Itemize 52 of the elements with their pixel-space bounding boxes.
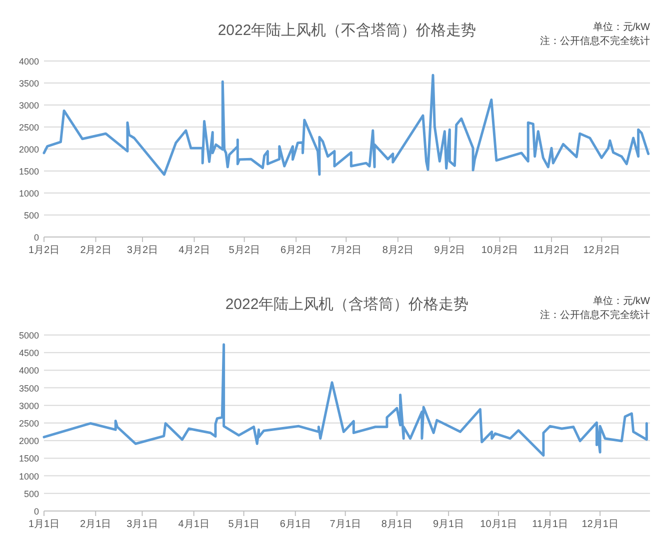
y-tick-label: 4500	[18, 348, 39, 358]
y-tick-label: 4000	[18, 56, 39, 66]
y-tick-label: 500	[24, 210, 39, 220]
x-tick-label: 2月2日	[80, 245, 112, 256]
y-tick-label: 2500	[18, 122, 39, 132]
y-tick-label: 1000	[18, 471, 39, 482]
x-tick-label: 10月2日	[481, 245, 518, 256]
y-tick-label: 2000	[18, 436, 39, 446]
chart-title: 2022年陆上风机（不含塔筒）价格走势	[218, 22, 476, 39]
y-tick-label: 0	[34, 506, 39, 516]
chart-title: 2022年陆上风机（含塔筒）价格走势	[225, 296, 469, 313]
y-tick-label: 5000	[18, 330, 39, 340]
x-tick-label: 9月2日	[434, 245, 466, 256]
y-tick-label: 2000	[18, 144, 39, 154]
line-series	[42, 74, 650, 176]
x-tick-label: 8月2日	[382, 245, 414, 256]
text: 注：公开信息不完全统计	[540, 35, 650, 47]
y-tick-label: 500	[24, 488, 39, 499]
y-tick-label: 3500	[18, 78, 39, 88]
line-series	[42, 343, 648, 457]
x-tick-label: 1月2日	[28, 245, 60, 256]
text: 单位：元/kW	[592, 295, 651, 307]
x-tick-label: 11月2日	[534, 245, 570, 256]
x-tick-label: 2月1日	[80, 519, 112, 530]
y-tick-label: 1500	[18, 166, 39, 176]
y-tick-label: 3000	[18, 400, 39, 411]
x-tick-label: 12月2日	[583, 245, 620, 256]
text: 注：公开信息不完全统计	[540, 309, 650, 321]
x-tick-label: 4月1日	[178, 519, 210, 530]
x-tick-label: 7月1日	[330, 519, 361, 530]
y-tick-label: 0	[34, 232, 39, 242]
x-tick-label: 9月1日	[432, 519, 464, 530]
x-tick-label: 1月1日	[28, 519, 60, 530]
x-tick-label: 6月1日	[280, 519, 311, 530]
x-tick-label: 7月2日	[330, 245, 362, 256]
x-tick-label: 3月2日	[126, 245, 158, 256]
x-tick-label: 8月1日	[381, 519, 413, 530]
x-tick-label: 10月1日	[480, 519, 517, 530]
y-tick-label: 4000	[18, 366, 39, 376]
y-tick-label: 3000	[18, 100, 39, 110]
x-tick-label: 3月1日	[126, 519, 158, 530]
x-tick-label: 6月2日	[280, 245, 312, 256]
y-tick-label: 3500	[18, 383, 39, 394]
x-tick-label: 12月1日	[582, 519, 618, 530]
x-tick-label: 11月1日	[532, 519, 568, 530]
x-tick-label: 4月2日	[178, 245, 210, 256]
x-tick-label: 5月2日	[228, 245, 260, 256]
y-tick-label: 2500	[18, 418, 39, 428]
y-tick-label: 1000	[18, 188, 39, 198]
text: 单位：元/kW	[592, 21, 651, 33]
y-tick-label: 1500	[18, 454, 39, 464]
x-tick-label: 5月1日	[228, 519, 260, 530]
